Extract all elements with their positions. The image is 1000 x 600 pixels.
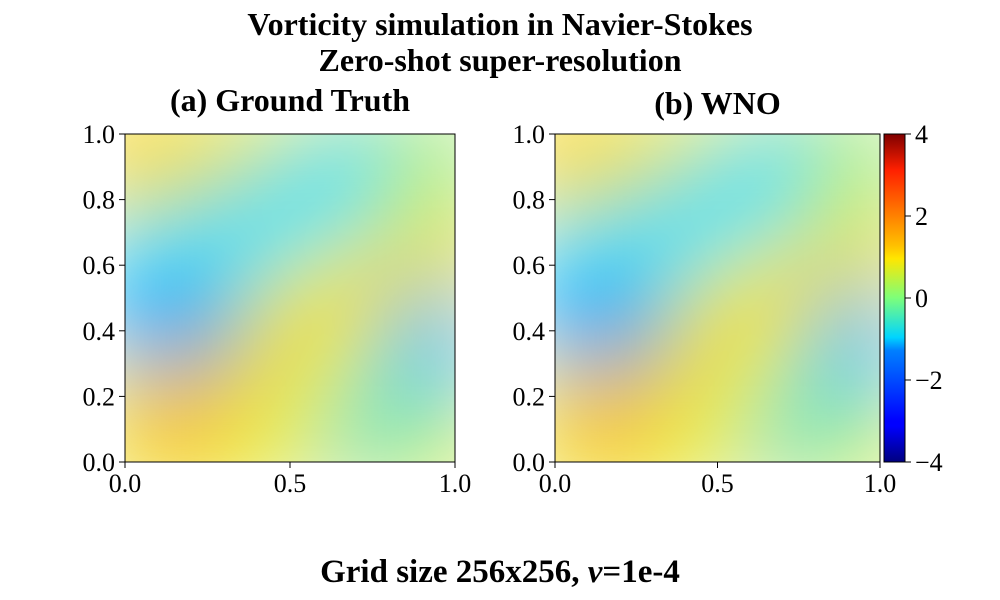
panel-b-ytick-label: 0.2 — [513, 382, 546, 411]
colorbar-tick-label: 0 — [915, 284, 928, 313]
panel-b-ytick-label: 0.8 — [513, 186, 546, 215]
colorbar-tick-label: 2 — [915, 202, 928, 231]
figure-title-line2: Zero-shot super-resolution — [318, 42, 682, 78]
panel-a-ytick-label: 0.2 — [83, 382, 116, 411]
panel-a-ytick-label: 0.4 — [83, 317, 116, 346]
panel-b-xtick-label: 1.0 — [864, 469, 897, 498]
bottom-label-suffix: =1e-4 — [602, 554, 680, 590]
bottom-label: Grid size 256x256, ν=1e-4 — [0, 552, 1000, 592]
panel-a-title: (a) Ground Truth — [169, 82, 411, 118]
colorbar-tick-label: −4 — [915, 448, 943, 477]
bottom-label-prefix: Grid size 256x256, — [320, 554, 588, 590]
panel-b-ytick-label: 0.4 — [513, 317, 546, 346]
panel-b-xtick-label: 0.0 — [539, 469, 572, 498]
panel-a-xtick-label: 1.0 — [439, 469, 472, 498]
panel-a-xtick-label: 0.5 — [274, 469, 307, 498]
colorbar-tick-label: −2 — [915, 366, 943, 395]
panel-a-xtick-label: 0.0 — [109, 469, 142, 498]
panel-b-ytick-label: 0.0 — [513, 448, 546, 477]
panel-a-ytick-label: 0.0 — [83, 448, 116, 477]
panel-b-title: (b) WNO — [654, 85, 781, 121]
panel-b-ytick-label: 1.0 — [513, 120, 546, 149]
panel-a-ytick-label: 0.6 — [83, 251, 116, 280]
panel-a-ytick-label: 1.0 — [83, 120, 116, 149]
heatmap-b — [510, 101, 913, 495]
bottom-label-symbol: ν — [587, 554, 603, 590]
panel-b-xtick-label: 0.5 — [701, 469, 734, 498]
panel-b-ytick-label: 0.6 — [513, 251, 546, 280]
heatmap-a — [79, 101, 488, 495]
figure-title-line1: Vorticity simulation in Navier-Stokes — [247, 6, 753, 42]
panel-a-ytick-label: 0.8 — [83, 186, 116, 215]
colorbar — [883, 133, 906, 463]
colorbar-tick-label: 4 — [915, 120, 928, 149]
